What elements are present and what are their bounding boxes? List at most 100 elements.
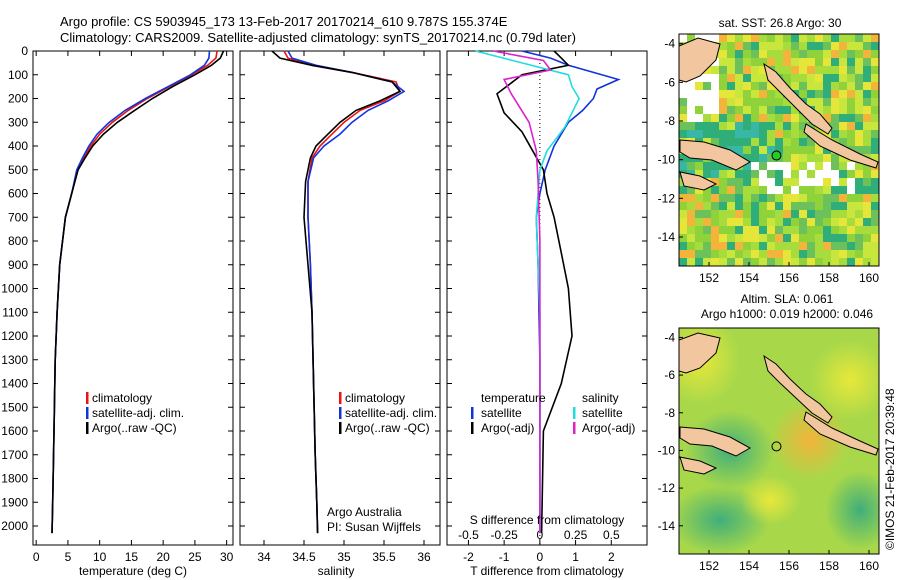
sst-cell — [727, 210, 735, 218]
sst-cell — [807, 74, 815, 82]
sst-cell — [695, 162, 703, 170]
x-tick-label: 25 — [188, 550, 202, 564]
sst-cell — [735, 210, 743, 218]
sst-cell — [743, 258, 751, 266]
sst-cell — [815, 242, 823, 250]
sst-cell — [759, 178, 767, 186]
sst-cell — [783, 162, 791, 170]
sst-cell — [695, 242, 703, 250]
land-solomons — [803, 411, 879, 456]
sst-cell — [863, 234, 871, 242]
sst-cell — [783, 210, 791, 218]
sst-cell — [711, 178, 719, 186]
sst-cell — [719, 82, 727, 90]
sst-cell — [735, 114, 743, 122]
sst-cell — [847, 258, 855, 266]
sst-cell — [703, 74, 711, 82]
sst-cell — [831, 90, 839, 98]
sst-map-title: sat. SST: 26.8 Argo: 30 — [719, 16, 842, 30]
sst-cell — [807, 202, 815, 210]
difference-plot-frame — [446, 50, 648, 546]
sst-cell — [807, 250, 815, 258]
series-line-argo-raw-qc — [51, 50, 225, 534]
sst-cell — [839, 130, 847, 138]
sst-cell — [711, 194, 719, 202]
sst-cell — [767, 138, 775, 146]
s-difference-label: S difference from climatology — [470, 513, 625, 527]
sst-cell — [703, 226, 711, 234]
sst-cell — [831, 58, 839, 66]
sst-cell — [807, 218, 815, 226]
sst-cell — [775, 202, 783, 210]
sst-cell — [719, 162, 727, 170]
sst-cell — [775, 98, 783, 106]
sst-cell — [831, 186, 839, 194]
sst-cell — [855, 34, 863, 42]
sst-cell — [807, 42, 815, 50]
sst-cell — [863, 202, 871, 210]
sst-cell — [839, 162, 847, 170]
sst-map-panel: sat. SST: 26.8 Argo: 30 152 154 156 158 160 -… — [658, 16, 880, 285]
sst-cell — [815, 74, 823, 82]
legend-swatch-s-argo — [573, 422, 576, 434]
land-new-ireland — [679, 332, 721, 374]
sst-cell — [711, 138, 719, 146]
map-y-tick-label: -6 — [664, 75, 675, 89]
sst-cell — [759, 50, 767, 58]
sst-cell — [695, 90, 703, 98]
sst-cell — [751, 258, 759, 266]
sst-cell — [815, 34, 823, 42]
legend-title-salinity: salinity — [582, 391, 619, 405]
y-tick-label: 1300 — [1, 353, 28, 367]
sst-cell — [831, 154, 839, 162]
sst-cell — [863, 82, 871, 90]
sst-cell — [743, 154, 751, 162]
legend-swatch-argo — [86, 422, 89, 434]
sst-cell — [743, 122, 751, 130]
sst-cell — [735, 122, 743, 130]
sst-cell — [839, 90, 847, 98]
sst-cell — [847, 58, 855, 66]
sst-cell — [687, 186, 695, 194]
sst-cell — [687, 90, 695, 98]
sst-cell — [735, 202, 743, 210]
sst-cell — [759, 194, 767, 202]
sst-cell — [839, 122, 847, 130]
sst-cell — [703, 98, 711, 106]
sst-cell — [871, 226, 879, 234]
sst-cell — [847, 242, 855, 250]
sst-cell — [711, 66, 719, 74]
sla-blob — [810, 340, 879, 420]
sst-cell — [791, 138, 799, 146]
sst-cell — [695, 258, 703, 266]
map-y-tick-label: -10 — [658, 153, 676, 167]
sst-cell — [847, 186, 855, 194]
sst-cell — [807, 226, 815, 234]
sst-cell — [783, 194, 791, 202]
sst-cell — [831, 210, 839, 218]
sst-cell — [751, 66, 759, 74]
sst-cell — [687, 194, 695, 202]
sst-cell — [679, 250, 687, 258]
sst-cell — [783, 234, 791, 242]
sst-cell — [871, 98, 879, 106]
x-tick-label: -1 — [499, 550, 510, 564]
sst-cell — [775, 50, 783, 58]
series-line-temperature-argo-adj — [496, 50, 573, 534]
sst-cell — [679, 98, 687, 106]
land-bougainville — [763, 354, 833, 424]
sst-cell — [679, 90, 687, 98]
sst-cell — [799, 34, 807, 42]
sst-cell — [719, 234, 727, 242]
sst-cell — [767, 226, 775, 234]
sst-cell — [783, 218, 791, 226]
map-y-tick-label: -8 — [664, 114, 675, 128]
sst-cell — [783, 250, 791, 258]
sst-land — [679, 37, 879, 191]
sst-cell — [783, 226, 791, 234]
sst-cell — [791, 154, 799, 162]
sst-cell — [775, 210, 783, 218]
series-line-salinity-argo-adj — [493, 50, 553, 534]
sst-cell — [735, 58, 743, 66]
sst-cell — [871, 130, 879, 138]
